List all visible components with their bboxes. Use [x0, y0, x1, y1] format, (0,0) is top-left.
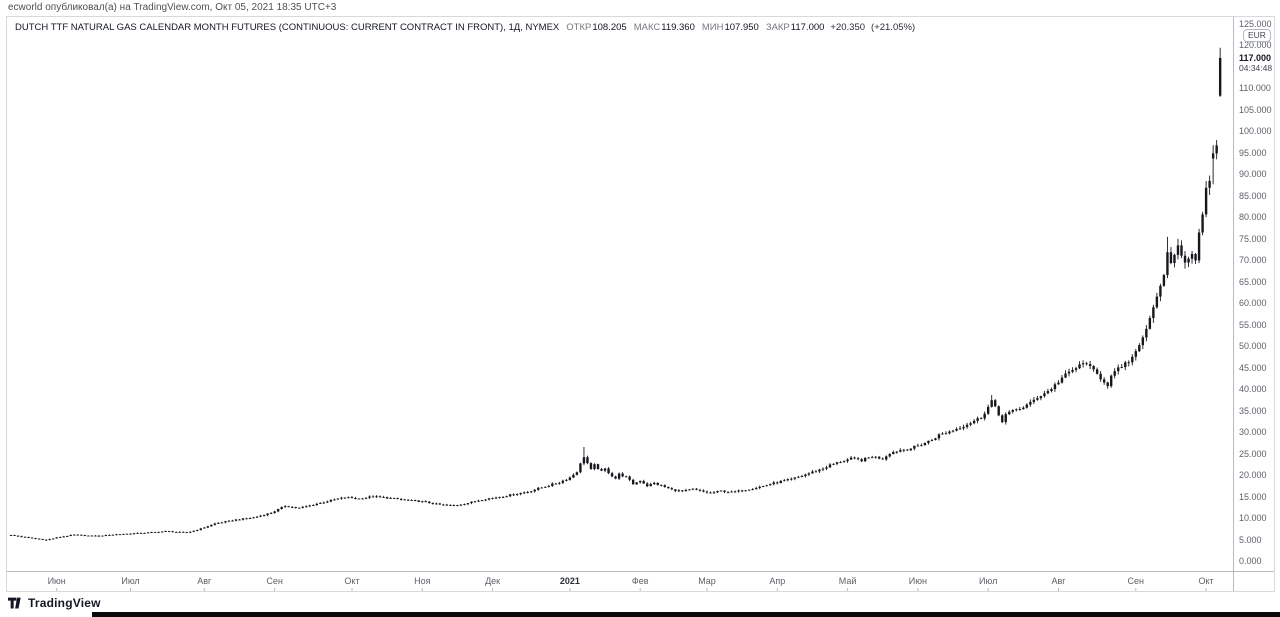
time-axis-label: Июн — [908, 576, 927, 586]
price-axis-label: 10.000 — [1239, 513, 1267, 523]
time-axis-label: Окт — [1198, 576, 1214, 586]
low-value: 107.950 — [724, 22, 759, 33]
time-axis-label: Фев — [631, 576, 649, 586]
price-axis-label: 40.000 — [1239, 384, 1267, 394]
time-axis-label: Окт — [344, 576, 360, 586]
time-axis-label: Сен — [1127, 576, 1145, 586]
open-label: ОТКР — [566, 22, 592, 33]
price-axis-label: 80.000 — [1239, 212, 1267, 222]
price-axis-label: 30.000 — [1239, 427, 1267, 437]
price-axis-label: 70.000 — [1239, 255, 1267, 265]
price-axis-label: 105.000 — [1239, 104, 1272, 115]
tradingview-logo-text: TradingView — [28, 596, 101, 610]
high-label: МАКС — [633, 22, 661, 33]
candlestick-chart[interactable] — [7, 17, 1274, 591]
time-axis-label: Авг — [1051, 576, 1066, 586]
open-value: 108.205 — [592, 22, 627, 33]
price-axis-label: 5.000 — [1239, 534, 1262, 545]
close-label: ЗАКР — [765, 22, 790, 33]
bar-close-countdown: 04:34:48 — [1239, 63, 1273, 73]
price-axis-label: 0.000 — [1239, 556, 1262, 566]
time-axis-label: Июн — [47, 576, 66, 586]
time-axis-label: Июл — [121, 576, 140, 586]
price-axis-label: 20.000 — [1239, 470, 1267, 480]
time-axis-label: Июл — [979, 576, 998, 586]
price-axis-label: 100.000 — [1239, 126, 1272, 136]
price-axis-label: 75.000 — [1239, 233, 1267, 244]
chart-frame: DUTCH TTF NATURAL GAS CALENDAR MONTH FUT… — [6, 16, 1275, 592]
price-axis-label: 25.000 — [1239, 448, 1267, 459]
symbol-title: DUTCH TTF NATURAL GAS CALENDAR MONTH FUT… — [15, 22, 560, 33]
price-axis-label: 85.000 — [1239, 190, 1267, 201]
change-value: +20.350 — [830, 22, 866, 33]
price-axis-label: 15.000 — [1239, 491, 1267, 502]
change-percent: (+21.05%) — [871, 22, 916, 33]
currency-badge[interactable]: EUR — [1243, 29, 1271, 42]
price-axis-label: 125.000 — [1239, 18, 1272, 29]
last-price-label: 117.000 — [1239, 53, 1272, 63]
price-axis-label: 60.000 — [1239, 298, 1267, 308]
price-axis-label: 120.000 — [1239, 40, 1272, 50]
time-axis-label: Сен — [266, 576, 283, 586]
time-axis-label: Май — [838, 576, 857, 586]
time-axis-label: 2021 — [559, 576, 580, 586]
published-bar: ecworld опубликовал(а) на TradingView.co… — [8, 2, 337, 13]
time-axis-label: Апр — [769, 576, 786, 586]
chart-title-row: DUTCH TTF NATURAL GAS CALENDAR MONTH FUT… — [15, 22, 915, 33]
time-axis-label: Ноя — [414, 576, 431, 586]
bottom-black-strip — [92, 612, 1280, 617]
high-value: 119.360 — [661, 22, 695, 33]
price-axis-label: 55.000 — [1239, 319, 1267, 330]
time-axis-label: Авг — [197, 576, 212, 586]
tradingview-attribution[interactable]: TradingView — [8, 596, 101, 610]
price-axis-label: 50.000 — [1239, 341, 1267, 351]
price-axis-label: 110.000 — [1239, 83, 1271, 93]
price-axis-label: 95.000 — [1239, 147, 1267, 158]
price-axis-label: 35.000 — [1239, 405, 1267, 416]
time-axis-label: Мар — [698, 576, 716, 586]
price-axis-label: 45.000 — [1239, 362, 1267, 373]
close-value: 117.000 — [790, 22, 825, 33]
time-axis-label: Дек — [485, 576, 501, 586]
price-axis-label: 90.000 — [1239, 169, 1267, 179]
low-label: МИН — [701, 22, 724, 33]
tradingview-logo-icon[interactable] — [8, 597, 23, 610]
price-axis-label: 65.000 — [1239, 276, 1267, 287]
